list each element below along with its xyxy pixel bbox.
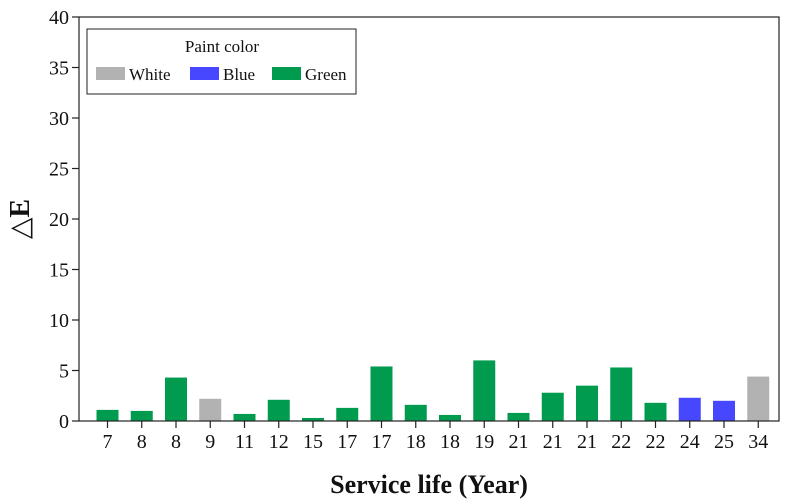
x-tick-label: 17 bbox=[372, 431, 392, 453]
y-tick-label: 25 bbox=[49, 159, 69, 181]
bar bbox=[199, 398, 222, 421]
bar bbox=[610, 367, 633, 421]
x-tick-label: 11 bbox=[235, 431, 254, 453]
bar bbox=[370, 366, 393, 421]
bar bbox=[678, 397, 701, 421]
legend-swatch-green bbox=[272, 67, 301, 80]
x-tick-label: 18 bbox=[440, 431, 460, 453]
y-tick-label: 30 bbox=[49, 108, 69, 130]
legend-title: Paint color bbox=[185, 37, 259, 56]
x-axis-label: Service life (Year) bbox=[330, 470, 528, 499]
x-tick-label: 8 bbox=[137, 431, 147, 453]
y-tick-label: 0 bbox=[59, 411, 69, 433]
y-axis: 0 5 10 15 20 25 30 35 40 bbox=[49, 7, 79, 433]
x-tick-label: 12 bbox=[269, 431, 289, 453]
legend-swatch-white bbox=[96, 67, 125, 80]
bar bbox=[165, 377, 187, 421]
legend-swatch-blue bbox=[190, 67, 219, 80]
legend-label-blue: Blue bbox=[223, 65, 255, 84]
bars-group bbox=[96, 360, 770, 421]
bar bbox=[507, 412, 530, 421]
x-tick-label: 34 bbox=[748, 431, 768, 453]
legend: Paint color White Blue Green bbox=[86, 28, 357, 95]
bar bbox=[713, 400, 735, 421]
bar bbox=[130, 410, 153, 421]
y-tick-label: 20 bbox=[49, 209, 69, 231]
bar bbox=[473, 360, 496, 421]
x-tick-label: 17 bbox=[337, 431, 357, 453]
y-tick-label: 35 bbox=[49, 58, 69, 80]
x-tick-label: 7 bbox=[103, 431, 113, 453]
bar bbox=[747, 376, 770, 421]
x-tick-label: 22 bbox=[611, 431, 631, 453]
bar bbox=[302, 417, 324, 421]
bar bbox=[439, 414, 461, 421]
bar bbox=[404, 404, 427, 421]
legend-label-white: White bbox=[129, 65, 171, 84]
x-tick-label: 25 bbox=[714, 431, 734, 453]
legend-entries: White Blue Green bbox=[96, 65, 347, 84]
x-tick-label: 21 bbox=[577, 431, 597, 453]
bar bbox=[541, 392, 564, 421]
x-tick-label: 19 bbox=[474, 431, 494, 453]
legend-box bbox=[86, 28, 357, 95]
bar bbox=[96, 409, 119, 421]
x-tick-label: 15 bbox=[303, 431, 323, 453]
bar bbox=[336, 407, 359, 421]
y-tick-label: 5 bbox=[59, 361, 69, 383]
x-tick-label: 9 bbox=[205, 431, 215, 453]
x-tick-label: 21 bbox=[509, 431, 529, 453]
x-tick-label: 21 bbox=[543, 431, 563, 453]
x-tick-label: 22 bbox=[646, 431, 666, 453]
bar bbox=[576, 385, 598, 421]
x-tick-label: 24 bbox=[680, 431, 700, 453]
x-axis: 7 8 8 9 11 12 15 17 17 18 18 19 21 21 21 22 22 24 25 34 bbox=[103, 421, 768, 453]
bar bbox=[267, 399, 290, 421]
y-tick-label: 40 bbox=[49, 7, 69, 29]
x-tick-label: 18 bbox=[406, 431, 426, 453]
x-tick-label: 8 bbox=[171, 431, 181, 453]
legend-label-green: Green bbox=[305, 65, 347, 84]
y-tick-label: 10 bbox=[49, 310, 69, 332]
y-axis-label: △E bbox=[5, 199, 36, 239]
bar bbox=[644, 402, 667, 421]
bar bbox=[233, 413, 256, 421]
y-tick-label: 15 bbox=[49, 260, 69, 282]
